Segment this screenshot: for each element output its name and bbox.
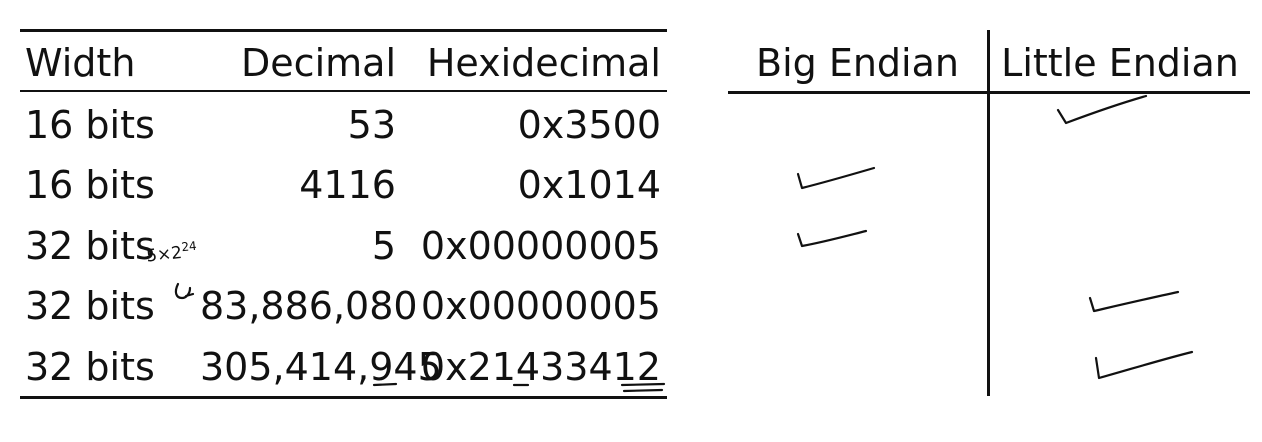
checkmark-icon — [796, 166, 876, 190]
row-decimal: 53 — [347, 103, 396, 147]
row-hex: 0x21433412 — [420, 345, 661, 389]
endian-divider — [987, 30, 990, 396]
big-endian-header: Big Endian — [756, 41, 959, 85]
annotation-exponent: 24 — [180, 238, 198, 255]
row-width: 16 bits — [25, 163, 155, 207]
annotation-arrow-icon — [174, 282, 195, 300]
row-decimal: 83,886,080 — [200, 284, 418, 328]
header-width: Width — [25, 41, 136, 85]
checkmark-icon — [1088, 290, 1180, 313]
annotation-base: 5×2 — [145, 242, 184, 267]
checkmark-icon — [796, 229, 868, 248]
row-decimal: 305,414,945 — [200, 345, 442, 389]
table-bottom-rule — [20, 396, 667, 399]
row-decimal: 5 — [371, 224, 396, 268]
row-width: 32 bits — [25, 224, 155, 268]
little-endian-header: Little Endian — [1001, 41, 1239, 85]
checkmark-icon — [1056, 94, 1148, 125]
row-decimal: 4116 — [299, 163, 396, 207]
row-hex: 0x00000005 — [420, 224, 661, 268]
handwritten-annotation: 5×224 — [145, 237, 198, 267]
row-hex: 0x1014 — [517, 163, 661, 207]
row-hex: 0x00000005 — [420, 284, 661, 328]
endian-header-rule — [728, 91, 1250, 94]
row-width: 16 bits — [25, 103, 155, 147]
header-hex: Hexidecimal — [426, 41, 661, 85]
header-decimal: Decimal — [241, 41, 396, 85]
row-hex: 0x3500 — [517, 103, 661, 147]
row-width: 32 bits — [25, 284, 155, 328]
table-header-rule — [20, 90, 667, 92]
row-width: 32 bits — [25, 345, 155, 389]
table-top-rule — [20, 29, 667, 32]
checkmark-icon — [1094, 350, 1194, 380]
